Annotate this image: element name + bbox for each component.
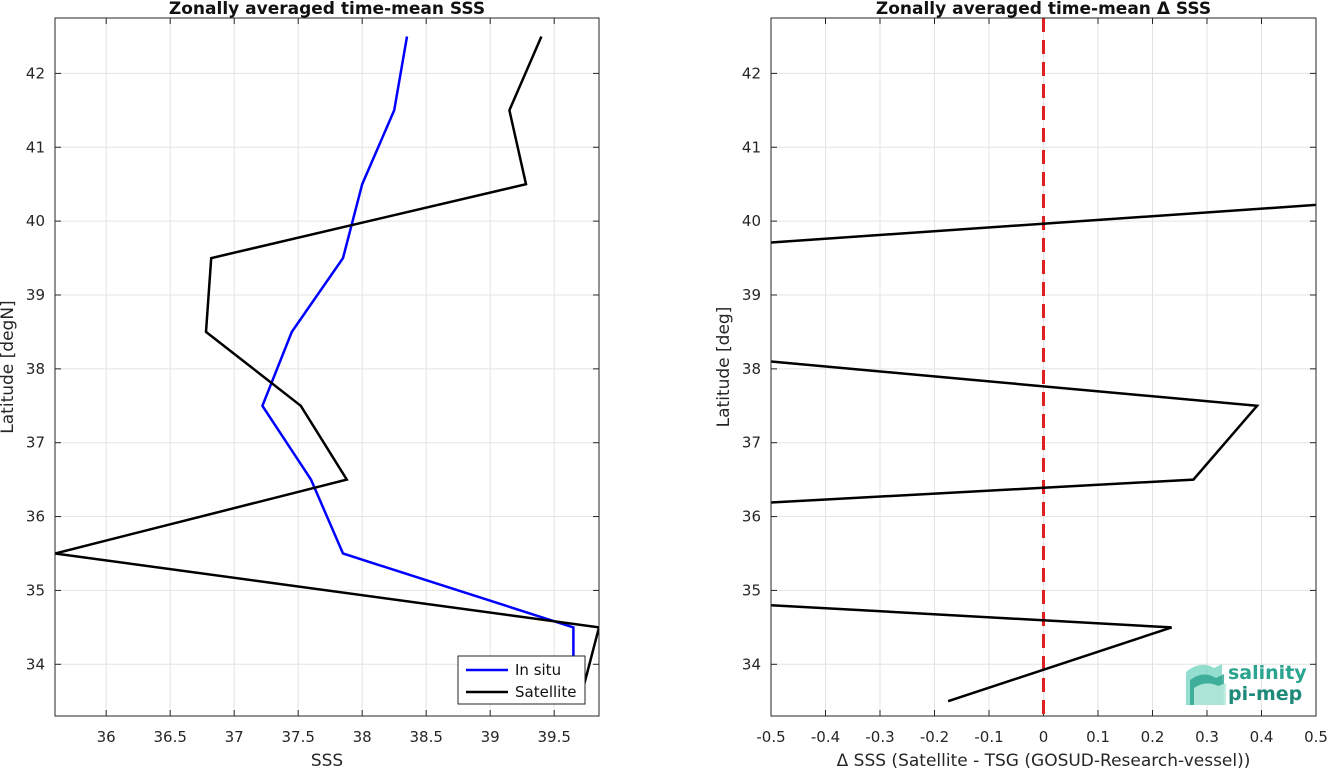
y-tick-label: 36	[742, 508, 761, 526]
y-tick-label: 38	[742, 360, 761, 378]
y-axis-label: Latitude [deg]	[714, 307, 734, 428]
y-tick-label: 34	[742, 655, 761, 673]
x-tick-label: 39.5	[537, 728, 570, 746]
legend-box	[457, 655, 586, 705]
chart-title: Zonally averaged time-mean Δ SSS	[876, 0, 1211, 19]
y-tick-label: 39	[26, 286, 45, 304]
x-tick-label: 36	[97, 728, 116, 746]
delta-sss-panel: -0.5 -0.4 -0.3 -0.2 -0.1 0 0.1 0.2 0.3 0.4 0.5 34 35…	[714, 0, 1328, 769]
x-tick-label: 38	[353, 728, 372, 746]
y-tick-label: 38	[26, 360, 45, 378]
series-line-delta-0	[771, 603, 1172, 703]
x-axis-label: Δ SSS (Satellite - TSG (GOSUD-Research-v…	[837, 751, 1251, 769]
plot-frame	[54, 17, 600, 717]
y-tick-label: 40	[742, 212, 761, 230]
series-line-in-situ	[260, 36, 575, 702]
y-tick-label: 37	[742, 434, 761, 452]
plot-area	[55, 18, 599, 716]
x-tick-label: 37	[225, 728, 244, 746]
plot-frame	[770, 17, 1317, 717]
x-tick-label: 0.4	[1250, 728, 1274, 746]
y-tick-label: 42	[26, 64, 45, 82]
logo-line-2: pi-mep	[1228, 683, 1302, 705]
x-tick-label: -0.1	[974, 728, 1003, 746]
y-tick-label: 36	[26, 508, 45, 526]
chart-title: Zonally averaged time-mean SSS	[169, 0, 485, 19]
x-tick-label: -0.4	[811, 728, 840, 746]
x-tick-label: 37.5	[281, 728, 314, 746]
y-tick-label: 35	[26, 581, 45, 599]
x-tick-label: 0.2	[1141, 728, 1165, 746]
x-tick-label: 0.3	[1195, 728, 1219, 746]
x-tick-label: -0.5	[756, 728, 785, 746]
salinity-pi-mep-logo: salinity pi-mep	[1186, 662, 1307, 705]
y-tick-label: 35	[742, 581, 761, 599]
x-axis-label: SSS	[311, 751, 343, 769]
sss-panel: 36 36.5 37 37.5 38 38.5 39 39.5 34 35 36 37 38 39 40 41…	[0, 0, 600, 769]
x-tick-label: -0.2	[920, 728, 949, 746]
logo-wave-icon	[1186, 664, 1226, 705]
series-line-satellite	[55, 36, 599, 702]
y-tick-label: 39	[742, 286, 761, 304]
x-tick-label: -0.3	[865, 728, 894, 746]
y-tick-label: 41	[26, 138, 45, 156]
y-tick-label: 40	[26, 212, 45, 230]
series-line-delta-1	[771, 360, 1260, 504]
y-axis-label: Latitude [degN]	[0, 300, 18, 433]
series-line-delta-2	[771, 203, 1316, 244]
legend: In situ Satellite	[457, 655, 586, 705]
x-tick-label: 39	[481, 728, 500, 746]
x-tick-label: 0.1	[1086, 728, 1110, 746]
y-tick-label: 41	[742, 138, 761, 156]
y-tick-label: 34	[26, 655, 45, 673]
logo-line-1: salinity	[1228, 662, 1307, 684]
legend-entry: Satellite	[515, 683, 576, 701]
x-tick-label: 0.5	[1304, 728, 1328, 746]
y-tick-label: 37	[26, 434, 45, 452]
x-tick-label: 36.5	[153, 728, 186, 746]
x-tick-label: 0	[1039, 728, 1049, 746]
x-tick-label: 38.5	[409, 728, 442, 746]
legend-entry: In situ	[515, 661, 561, 679]
y-tick-label: 42	[742, 64, 761, 82]
